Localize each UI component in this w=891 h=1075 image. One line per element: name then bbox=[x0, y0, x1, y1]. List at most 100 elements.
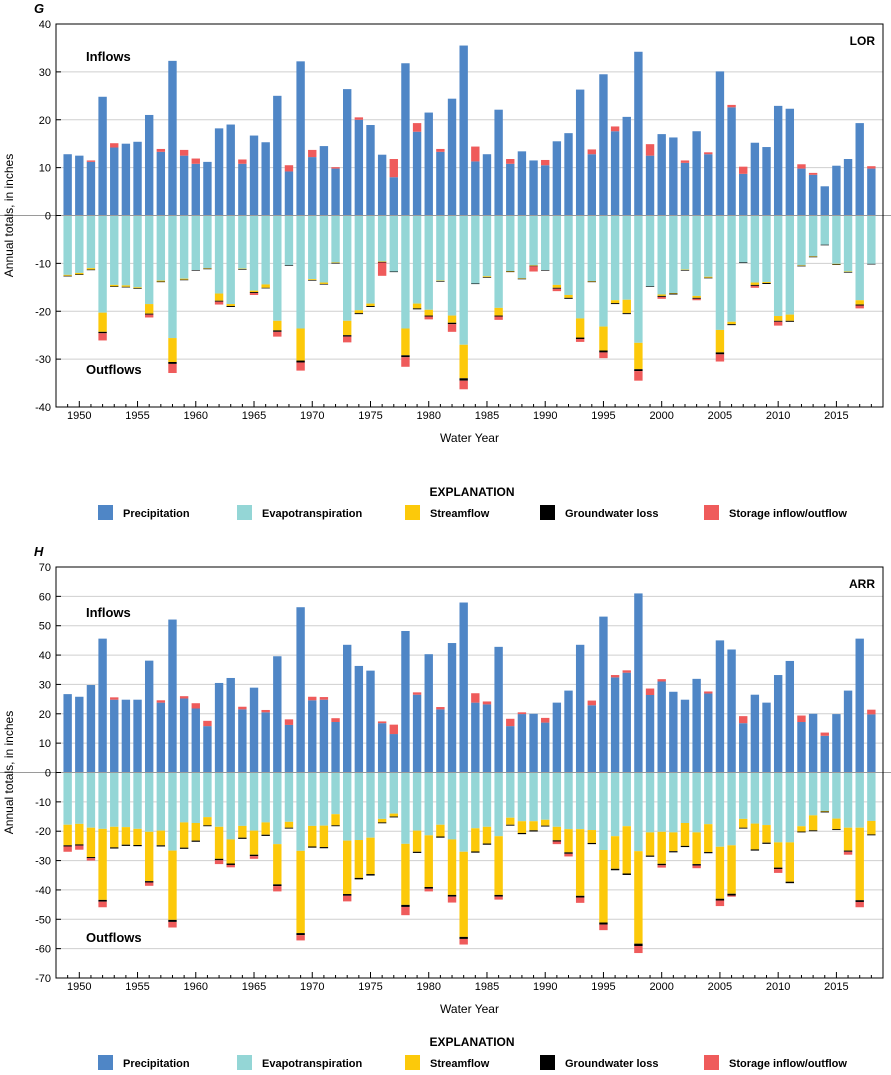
bar-precipitation-1996 bbox=[610, 131, 620, 216]
bar-storage-outflow-1962 bbox=[214, 860, 224, 865]
bar-storage-inflow-1988 bbox=[517, 712, 527, 715]
bar-precipitation-1999 bbox=[645, 694, 655, 773]
bar-streamflow-1967 bbox=[273, 320, 282, 331]
bar-storage-inflow-1974 bbox=[354, 117, 364, 120]
bar-groundwater-loss-1998 bbox=[634, 369, 643, 372]
bar-storage-inflow-1999 bbox=[645, 688, 655, 695]
bar-storage-outflow-1982 bbox=[447, 324, 457, 332]
bar-precipitation-1953 bbox=[110, 699, 119, 773]
bar-evapotranspiration-1970 bbox=[308, 772, 317, 826]
bar-streamflow-1975 bbox=[366, 837, 375, 875]
bar-groundwater-loss-2018 bbox=[867, 263, 876, 265]
bar-groundwater-loss-1986 bbox=[494, 894, 503, 897]
bar-groundwater-loss-2003 bbox=[692, 297, 701, 299]
bar-precipitation-1991 bbox=[552, 702, 562, 773]
site-label: LOR bbox=[850, 34, 876, 48]
bar-precipitation-2010 bbox=[773, 105, 783, 216]
bar-evapotranspiration-1974 bbox=[354, 215, 364, 311]
bar-storage-inflow-2004 bbox=[704, 152, 713, 155]
bar-groundwater-loss-2004 bbox=[704, 852, 713, 854]
bar-groundwater-loss-2006 bbox=[727, 893, 736, 896]
bar-groundwater-loss-2006 bbox=[727, 324, 736, 326]
bar-groundwater-loss-1983 bbox=[459, 936, 468, 939]
bar-groundwater-loss-2015 bbox=[832, 264, 841, 265]
bar-precipitation-1969 bbox=[296, 607, 305, 773]
bar-evapotranspiration-2011 bbox=[785, 215, 795, 315]
y-tick-label: -70 bbox=[35, 973, 51, 985]
bar-streamflow-2013 bbox=[808, 256, 818, 257]
bar-groundwater-loss-2005 bbox=[715, 898, 725, 901]
bar-groundwater-loss-1974 bbox=[354, 877, 364, 880]
bar-precipitation-1960 bbox=[191, 708, 200, 773]
bar-evapotranspiration-1988 bbox=[517, 772, 527, 822]
bar-evapotranspiration-2013 bbox=[808, 772, 818, 816]
bar-groundwater-loss-2013 bbox=[808, 830, 818, 832]
bar-streamflow-1969 bbox=[296, 850, 305, 934]
bar-storage-outflow-1965 bbox=[249, 293, 259, 295]
bar-storage-outflow-2016 bbox=[843, 851, 853, 855]
bar-precipitation-1998 bbox=[634, 593, 643, 773]
bar-groundwater-loss-1987 bbox=[506, 824, 515, 826]
bar-groundwater-loss-1963 bbox=[226, 305, 235, 307]
bar-storage-inflow-1953 bbox=[110, 697, 119, 700]
bar-groundwater-loss-2007 bbox=[739, 827, 748, 829]
x-tick-label: 1955 bbox=[125, 981, 149, 993]
bar-precipitation-1960 bbox=[191, 163, 200, 216]
bar-evapotranspiration-1950 bbox=[75, 772, 84, 824]
bar-streamflow-1986 bbox=[494, 836, 503, 895]
bar-streamflow-2018 bbox=[867, 820, 876, 835]
bar-groundwater-loss-1997 bbox=[622, 873, 631, 875]
bar-precipitation-1978 bbox=[401, 630, 410, 773]
bar-storage-outflow-1951 bbox=[86, 858, 96, 861]
bar-streamflow-1966 bbox=[261, 822, 270, 835]
bar-storage-outflow-1976 bbox=[377, 262, 387, 276]
bar-streamflow-1983 bbox=[459, 851, 468, 937]
bar-groundwater-loss-1968 bbox=[284, 265, 294, 266]
bar-storage-inflow-2007 bbox=[739, 166, 748, 174]
bar-groundwater-loss-1973 bbox=[343, 335, 352, 337]
bar-precipitation-2001 bbox=[669, 691, 678, 773]
bar-groundwater-loss-1985 bbox=[482, 277, 492, 278]
bar-storage-outflow-1993 bbox=[575, 897, 585, 903]
bar-storage-inflow-2012 bbox=[797, 164, 806, 169]
bar-groundwater-loss-1952 bbox=[98, 331, 107, 334]
bar-evapotranspiration-1953 bbox=[110, 215, 119, 285]
bar-streamflow-1968 bbox=[284, 821, 294, 828]
bar-evapotranspiration-1977 bbox=[389, 772, 398, 814]
bar-evapotranspiration-2010 bbox=[773, 215, 783, 317]
bar-streamflow-1989 bbox=[529, 821, 538, 831]
bar-precipitation-2008 bbox=[750, 694, 760, 773]
bar-groundwater-loss-1992 bbox=[564, 297, 573, 299]
bar-precipitation-1967 bbox=[273, 95, 282, 216]
x-tick-label: 1965 bbox=[242, 410, 266, 422]
bar-groundwater-loss-1959 bbox=[179, 279, 189, 281]
bar-streamflow-1973 bbox=[343, 840, 352, 895]
bar-precipitation-1998 bbox=[634, 51, 643, 216]
bar-groundwater-loss-1991 bbox=[552, 287, 562, 289]
legend-swatch-precipitation bbox=[98, 505, 113, 520]
bar-streamflow-1970 bbox=[308, 825, 317, 847]
legend-swatch-groundwater-loss bbox=[540, 505, 555, 520]
panel-g: -40 -30 -20 -10 0 10 20 30 40 1950 1955 1960 1965 197… bbox=[0, 1, 891, 445]
bar-precipitation-1990 bbox=[541, 722, 550, 773]
bar-precipitation-1968 bbox=[284, 171, 294, 216]
bar-streamflow-2015 bbox=[832, 818, 841, 830]
bar-evapotranspiration-1990 bbox=[541, 772, 550, 820]
bar-precipitation-1971 bbox=[319, 146, 329, 216]
bar-streamflow-1959 bbox=[179, 822, 189, 848]
bar-storage-outflow-2017 bbox=[855, 901, 864, 908]
x-tick-label: 2010 bbox=[766, 410, 790, 422]
bar-evapotranspiration-1975 bbox=[366, 772, 375, 838]
legend-g: EXPLANATION Precipitation Evapotranspirati… bbox=[98, 485, 847, 520]
bar-precipitation-1999 bbox=[645, 155, 655, 216]
bar-precipitation-1992 bbox=[564, 133, 573, 216]
bar-precipitation-1992 bbox=[564, 690, 573, 773]
bar-precipitation-1989 bbox=[529, 160, 538, 216]
bar-evapotranspiration-2018 bbox=[867, 772, 876, 821]
bar-storage-outflow-1989 bbox=[529, 266, 538, 272]
bar-streamflow-1982 bbox=[447, 315, 457, 323]
bar-evapotranspiration-1949 bbox=[63, 772, 72, 825]
bar-evapotranspiration-1981 bbox=[436, 772, 445, 825]
bar-groundwater-loss-1979 bbox=[412, 308, 422, 310]
bar-groundwater-loss-1995 bbox=[599, 350, 608, 353]
